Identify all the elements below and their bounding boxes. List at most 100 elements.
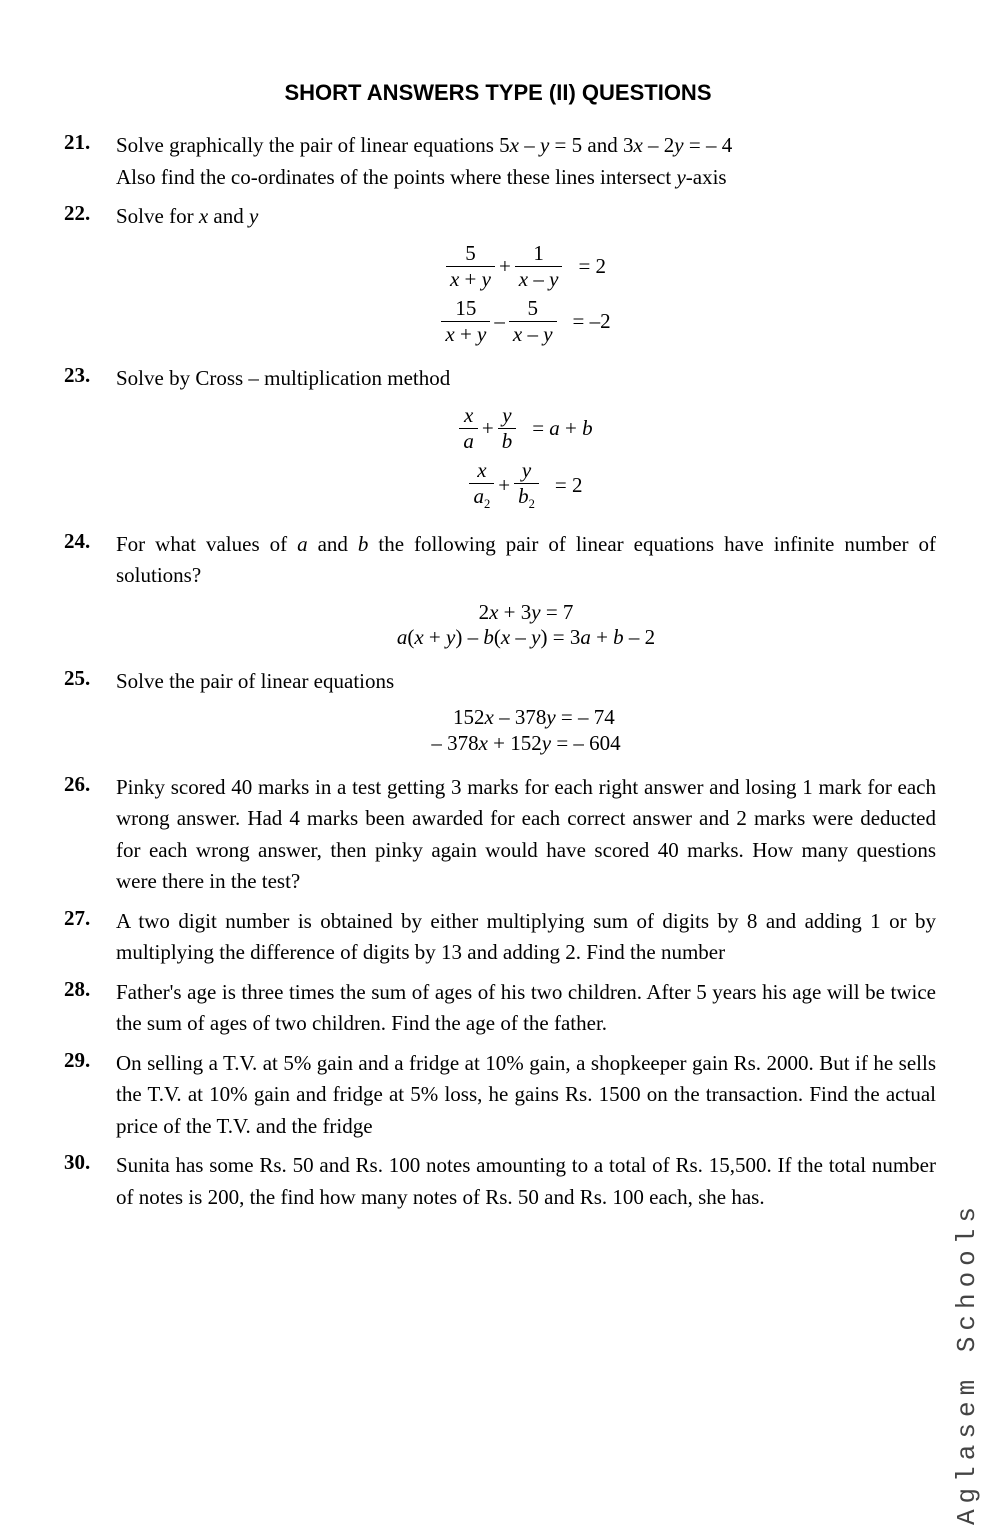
question-24: 24. For what values of a and b the follo… (60, 529, 936, 658)
q-number: 30. (60, 1150, 116, 1213)
var-x: x (519, 267, 528, 291)
denominator: a (459, 429, 478, 454)
exponent: 2 (529, 498, 535, 512)
q-text: For what values of (116, 532, 297, 556)
eq: – 2 (624, 625, 656, 649)
questions-list: 21. Solve graphically the pair of linear… (60, 130, 936, 1213)
q-text: and (308, 532, 358, 556)
var-x: x (479, 731, 488, 755)
numerator: 5 (446, 241, 495, 267)
denominator: x + y (441, 322, 490, 347)
eq: ) – (455, 625, 483, 649)
q-number: 28. (60, 977, 116, 1040)
var-y: y (543, 322, 552, 346)
equation-block: 5 x + y + 1 x – y = 2 15 x + y (116, 241, 936, 348)
eq: = – 74 (556, 705, 615, 729)
q-text: = 5 and 3 (549, 133, 633, 157)
q-body: A two digit number is obtained by either… (116, 906, 936, 969)
denominator: b (498, 429, 517, 454)
op: – (522, 322, 543, 346)
var-a: a (549, 416, 560, 440)
q-number: 21. (60, 130, 116, 193)
var-y: y (549, 267, 558, 291)
op: + (455, 322, 477, 346)
equation-line: a(x + y) – b(x – y) = 3a + b – 2 (116, 625, 936, 650)
numerator: 15 (441, 296, 490, 322)
op: – (528, 267, 549, 291)
fraction: 1 x – y (515, 241, 563, 292)
rhs: = 2 (566, 254, 606, 279)
q-body: Father's age is three times the sum of a… (116, 977, 936, 1040)
var-x: x (485, 705, 494, 729)
eq: – 378 (494, 705, 547, 729)
equation-block: 2x + 3y = 7 a(x + y) – b(x – y) = 3a + b… (116, 600, 936, 650)
op: + (498, 473, 510, 498)
numerator: y (514, 458, 539, 484)
q-text: Solve by Cross – multiplication method (116, 366, 450, 390)
question-25: 25. Solve the pair of linear equations 1… (60, 666, 936, 764)
equation-line: – 378x + 152y = – 604 (116, 731, 936, 756)
equation-line: x a2 + y b2 = 2 (116, 458, 936, 512)
var-a: a (297, 532, 308, 556)
var-y: y (249, 204, 258, 228)
q-text: = – 4 (684, 133, 733, 157)
var-x: x (450, 267, 459, 291)
eq: = – 604 (551, 731, 621, 755)
var-y: y (542, 731, 551, 755)
q-number: 26. (60, 772, 116, 898)
denominator: x + y (446, 267, 495, 292)
q-number: 25. (60, 666, 116, 764)
var-x: x (510, 133, 519, 157)
var-y: y (540, 133, 549, 157)
var-y: y (482, 267, 491, 291)
eq: – (510, 625, 531, 649)
q-body: For what values of a and b the following… (116, 529, 936, 658)
q-number: 29. (60, 1048, 116, 1143)
var-y: y (546, 705, 555, 729)
numerator: x (469, 458, 494, 484)
denominator: b2 (514, 484, 539, 512)
q-body: Sunita has some Rs. 50 and Rs. 100 notes… (116, 1150, 936, 1213)
var-x: x (414, 625, 423, 649)
fraction: y b (498, 403, 517, 454)
page: SHORT ANSWERS TYPE (II) QUESTIONS 21. So… (0, 0, 996, 1281)
q-text: Solve graphically the pair of linear equ… (116, 133, 510, 157)
var-x: x (445, 322, 454, 346)
op: – (494, 309, 505, 334)
var-x: x (633, 133, 642, 157)
equation-block: x a + y b = a + b x a 2 (116, 403, 936, 513)
numerator: 5 (509, 296, 557, 322)
question-22: 22. Solve for x and y 5 x + y + 1 x – y (60, 201, 936, 355)
question-27: 27. A two digit number is obtained by ei… (60, 906, 936, 969)
section-heading: SHORT ANSWERS TYPE (II) QUESTIONS (60, 80, 936, 106)
eq: + 152 (488, 731, 542, 755)
q-text: – 2 (643, 133, 675, 157)
var-y: y (674, 133, 683, 157)
fraction: 5 x – y (509, 296, 557, 347)
question-30: 30. Sunita has some Rs. 50 and Rs. 100 n… (60, 1150, 936, 1213)
equation-line: 152x – 378y = – 74 (116, 705, 936, 730)
var-y: y (446, 625, 455, 649)
equation-line: x a + y b = a + b (116, 403, 936, 454)
exponent: 2 (484, 498, 490, 512)
q-text: and (208, 204, 249, 228)
var-a: a (397, 625, 408, 649)
eq: = (532, 416, 549, 440)
eq: + (424, 625, 446, 649)
equation-line: 5 x + y + 1 x – y = 2 (116, 241, 936, 292)
numerator: x (459, 403, 478, 429)
watermark-text: Aglasem Schools (952, 1201, 982, 1525)
op: + (482, 416, 494, 441)
numerator: 1 (515, 241, 563, 267)
equation-line: 15 x + y – 5 x – y = –2 (116, 296, 936, 347)
question-26: 26. Pinky scored 40 marks in a test gett… (60, 772, 936, 898)
q-body: Solve graphically the pair of linear equ… (116, 130, 936, 193)
rhs: = –2 (561, 309, 611, 334)
eq: 152 (453, 705, 485, 729)
q-body: Solve for x and y 5 x + y + 1 x – y = 2 (116, 201, 936, 355)
fraction: y b2 (514, 458, 539, 512)
q-text: Also find the co-ordinates of the points… (116, 165, 676, 189)
numerator: y (498, 403, 517, 429)
q-body: Pinky scored 40 marks in a test getting … (116, 772, 936, 898)
rhs: = a + b (520, 416, 592, 441)
